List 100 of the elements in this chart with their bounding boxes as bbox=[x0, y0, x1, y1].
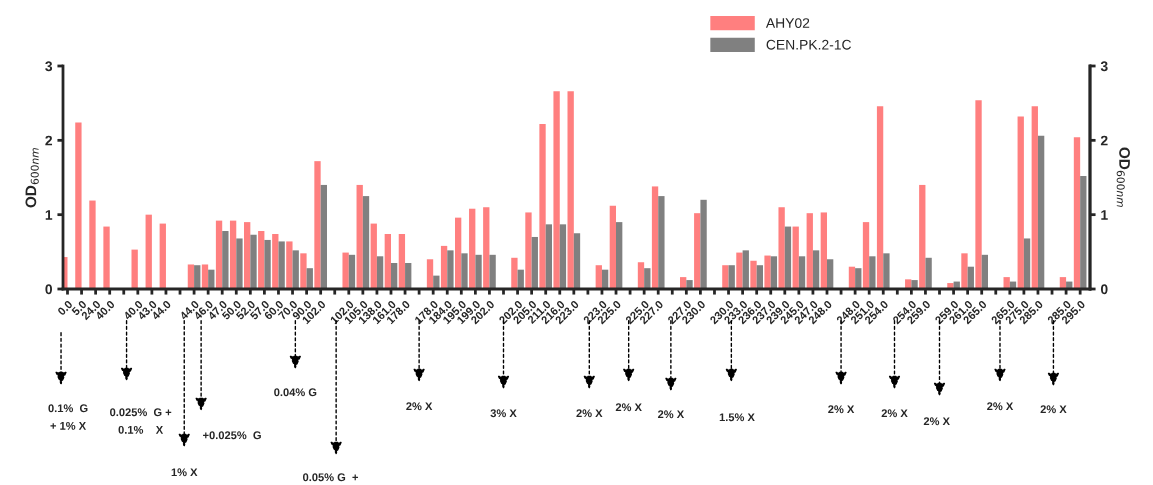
bar bbox=[89, 200, 96, 289]
legend-label: CEN.PK.2-1C bbox=[766, 39, 852, 50]
y2-tick-label: 3 bbox=[1100, 61, 1108, 72]
bar bbox=[376, 256, 384, 289]
bar bbox=[342, 252, 349, 289]
bar bbox=[961, 253, 968, 289]
bar bbox=[454, 217, 462, 289]
text: +0.025% G bbox=[203, 431, 261, 440]
bar bbox=[1037, 135, 1045, 289]
text: 0.05% G + bbox=[303, 473, 359, 482]
bar bbox=[187, 264, 195, 289]
bar bbox=[770, 256, 778, 289]
bar bbox=[559, 224, 567, 289]
bar bbox=[728, 265, 735, 289]
text: 2% X bbox=[576, 409, 603, 418]
bar bbox=[405, 262, 412, 289]
y2-tick-label: 2 bbox=[1100, 135, 1108, 146]
bar bbox=[531, 236, 538, 289]
bar bbox=[320, 184, 327, 289]
bar bbox=[306, 268, 313, 289]
y-tick-label: 1 bbox=[45, 210, 53, 220]
bar bbox=[764, 255, 771, 289]
bar bbox=[855, 268, 862, 289]
bar bbox=[236, 238, 243, 289]
text: 1.5% X bbox=[719, 413, 755, 422]
bar bbox=[812, 250, 820, 289]
bar bbox=[447, 250, 454, 289]
bar bbox=[215, 220, 223, 289]
bar bbox=[742, 250, 749, 289]
text: 2% X bbox=[1040, 405, 1067, 414]
text: 3% X bbox=[490, 409, 517, 418]
bar bbox=[398, 233, 406, 289]
y2-tick-label: 1 bbox=[1101, 210, 1108, 220]
bar bbox=[545, 224, 553, 289]
bar bbox=[616, 222, 623, 289]
bar bbox=[201, 264, 209, 289]
y-axis-title: OD$_{600nm}$ bbox=[25, 148, 39, 208]
bar bbox=[658, 196, 665, 289]
text: 2% X bbox=[828, 405, 855, 414]
bar bbox=[925, 257, 932, 289]
bar bbox=[651, 186, 659, 289]
bar bbox=[883, 253, 890, 289]
text: 2% X bbox=[923, 417, 950, 426]
bar bbox=[820, 212, 827, 289]
y-tick-label: 3 bbox=[45, 61, 53, 72]
bar bbox=[145, 214, 152, 289]
bar bbox=[553, 91, 560, 289]
bar bbox=[798, 256, 806, 289]
text: 0.025% G + 0.1% X bbox=[110, 408, 172, 434]
bar bbox=[440, 245, 448, 289]
bar bbox=[469, 208, 476, 289]
bar bbox=[75, 122, 82, 289]
bar bbox=[609, 205, 617, 289]
bar bbox=[1080, 176, 1087, 289]
bar bbox=[475, 254, 482, 289]
bar bbox=[370, 223, 377, 289]
bar bbox=[1073, 137, 1081, 289]
bar bbox=[384, 233, 391, 289]
bar bbox=[356, 184, 363, 289]
bar bbox=[511, 257, 518, 289]
legend-label: AHY02 bbox=[765, 18, 810, 28]
bar bbox=[194, 265, 201, 289]
bar bbox=[778, 207, 785, 289]
text: 2% X bbox=[615, 403, 642, 412]
bar bbox=[292, 250, 299, 289]
bar bbox=[286, 241, 293, 289]
bar bbox=[862, 222, 870, 289]
bar bbox=[362, 196, 370, 289]
bar bbox=[314, 161, 321, 289]
text: 2% X bbox=[657, 410, 685, 419]
bar bbox=[750, 260, 757, 289]
bar bbox=[250, 234, 257, 289]
bar bbox=[722, 265, 729, 289]
bar bbox=[694, 213, 701, 289]
bar bbox=[1017, 116, 1024, 289]
bar bbox=[644, 268, 651, 289]
bar bbox=[756, 265, 763, 289]
text: 2% X bbox=[406, 402, 433, 411]
bar bbox=[244, 222, 251, 289]
y-tick-label: 0 bbox=[45, 284, 53, 295]
bar bbox=[1031, 106, 1038, 289]
y2-axis-title: OD$_{600nm}$ bbox=[1116, 147, 1130, 207]
bar bbox=[700, 199, 707, 289]
bar bbox=[159, 223, 166, 289]
bar bbox=[1023, 238, 1031, 289]
bar bbox=[433, 275, 440, 289]
bar bbox=[792, 226, 799, 289]
bar bbox=[390, 262, 398, 289]
bar bbox=[539, 123, 546, 289]
bar bbox=[784, 226, 792, 289]
text: 0.1% G + 1% X bbox=[48, 404, 88, 430]
bar bbox=[981, 254, 989, 289]
bar bbox=[222, 231, 229, 289]
bar bbox=[573, 233, 581, 289]
bar bbox=[919, 184, 926, 289]
bar bbox=[525, 212, 532, 289]
bar bbox=[869, 256, 876, 289]
bar bbox=[229, 220, 237, 289]
bar bbox=[806, 213, 813, 289]
bar bbox=[876, 106, 884, 289]
